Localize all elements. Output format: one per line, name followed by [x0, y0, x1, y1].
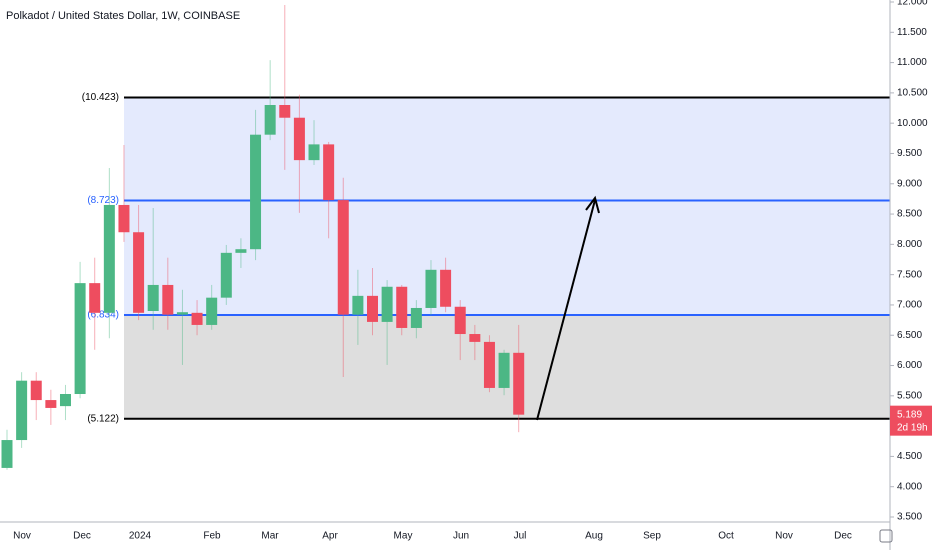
y-tick-label: 7.000	[897, 300, 922, 311]
candle-body	[162, 284, 174, 315]
candle-body	[45, 400, 57, 408]
candle-body	[469, 334, 481, 342]
candle-body	[498, 352, 510, 388]
y-tick-label: 9.500	[897, 148, 922, 159]
candle-body	[396, 286, 408, 328]
candle-body	[103, 204, 115, 313]
y-tick-label: 4.500	[897, 451, 922, 462]
y-tick-label: 10.000	[897, 118, 928, 129]
x-tick-label: Nov	[775, 531, 793, 542]
x-tick-label: Apr	[322, 531, 338, 542]
y-tick-label: 8.500	[897, 209, 922, 220]
candle-body	[483, 341, 495, 388]
candle-body	[235, 249, 247, 253]
candle-body	[16, 380, 28, 441]
candle-body	[381, 286, 393, 322]
settings-icon[interactable]	[879, 529, 893, 543]
level-label: (6.834)	[87, 310, 119, 321]
x-tick-label: Sep	[643, 531, 661, 542]
y-tick-label: 12.000	[897, 0, 928, 8]
y-tick-label: 10.500	[897, 88, 928, 99]
x-tick-label: Nov	[13, 531, 31, 542]
candle-body	[176, 312, 188, 315]
candle-body	[118, 204, 130, 233]
candle-body	[59, 394, 71, 407]
candle-body	[440, 269, 452, 307]
candle-body	[30, 380, 42, 401]
candle-body	[74, 283, 86, 395]
y-tick-label: 6.000	[897, 360, 922, 371]
candle-body	[454, 306, 466, 335]
y-tick-label: 9.000	[897, 178, 922, 189]
candle-body	[1, 440, 13, 468]
candle-body	[308, 144, 320, 161]
x-tick-label: Aug	[585, 531, 603, 542]
candle-body	[133, 232, 145, 313]
candles	[1, 5, 525, 470]
zones	[124, 97, 890, 419]
x-tick-label: Dec	[73, 531, 91, 542]
last-price-box	[890, 405, 932, 436]
x-tick-label: Mar	[261, 531, 279, 542]
candle-body	[279, 105, 291, 118]
candle-body	[206, 297, 218, 325]
level-label: (10.423)	[82, 92, 119, 103]
candle-body	[264, 105, 276, 135]
candle-body	[89, 283, 101, 313]
candle-body	[410, 307, 422, 328]
candle-body	[337, 200, 349, 315]
levels: (10.423) (8.723) (6.834) (5.122)	[82, 92, 890, 424]
y-tick-label: 7.500	[897, 269, 922, 280]
candle-body	[147, 284, 159, 311]
x-tick-label: Jun	[453, 531, 469, 542]
x-tick-label: Jul	[514, 531, 527, 542]
x-tick-label: Feb	[203, 531, 221, 542]
candle-body	[293, 117, 305, 161]
x-tick-label: Dec	[834, 531, 852, 542]
y-tick-label: 3.500	[897, 512, 922, 523]
candle-body	[250, 134, 262, 250]
candle-body	[352, 295, 364, 315]
candle-body	[323, 144, 335, 201]
y-tick-label: 11.500	[897, 27, 927, 38]
candle-body	[513, 352, 525, 415]
countdown-label: 2d 19h	[897, 422, 928, 433]
chart-title: Polkadot / United States Dollar, 1W, COI…	[6, 10, 240, 22]
candle-body	[425, 269, 437, 308]
zone-upper	[124, 97, 890, 315]
arrow-line	[536, 199, 596, 421]
y-tick-label: 6.500	[897, 330, 922, 341]
candle-body	[220, 252, 232, 298]
x-tick-label: May	[394, 531, 413, 542]
x-tick-label: 2024	[129, 531, 152, 542]
level-label: (8.723)	[87, 195, 119, 206]
level-label: (5.122)	[87, 413, 119, 424]
y-tick-label: 11.000	[897, 57, 927, 68]
candle-body	[367, 295, 378, 322]
y-tick-label: 5.500	[897, 390, 922, 401]
candle-body	[191, 312, 203, 325]
last-price-label: 5.189	[897, 409, 922, 420]
x-tick-label: Oct	[718, 531, 734, 542]
y-tick-label: 4.000	[897, 481, 922, 492]
y-tick-label: 8.000	[897, 239, 922, 250]
arrow	[536, 195, 600, 421]
arrow-head	[585, 195, 600, 214]
